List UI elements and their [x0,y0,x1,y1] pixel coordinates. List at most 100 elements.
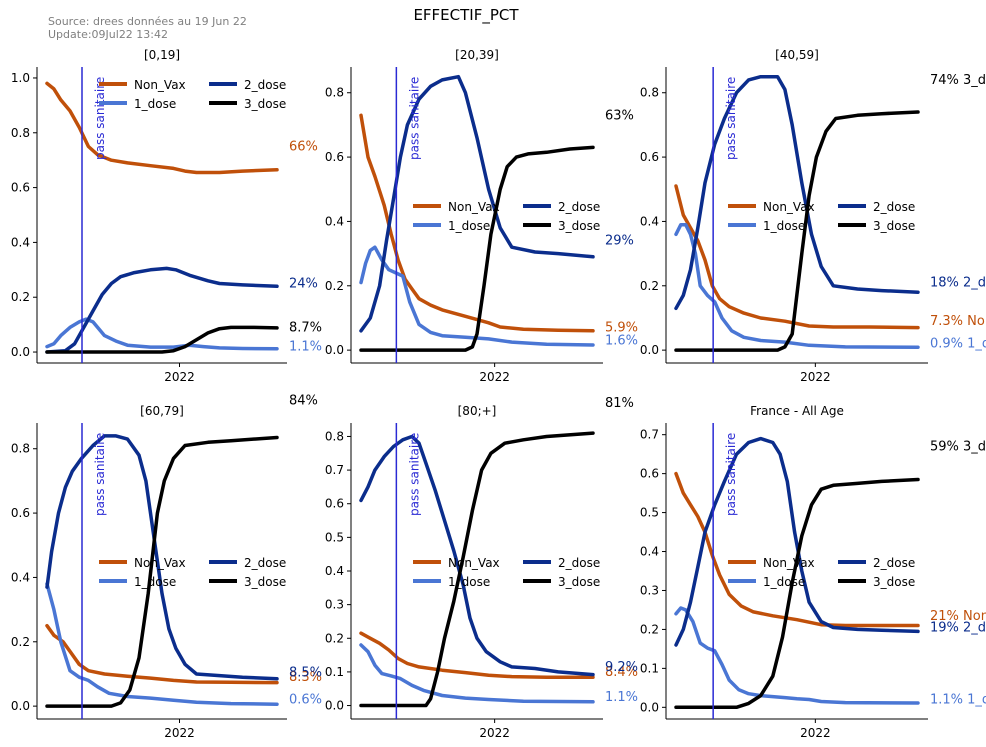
series-line-3-dose [359,145,595,352]
end-value-label: 0.6% [289,693,322,708]
legend: Non_Vax 1_dose 2_dose 3_dose [99,556,286,589]
legend-label: 2_dose [244,556,286,570]
end-value-label: 9.2% [605,660,638,675]
subplot-title: [60,79] [140,404,184,418]
y-tick-label: 0.4 [325,564,344,578]
legend-label: 1_dose [448,575,490,589]
y-tick-label: 0.2 [325,631,344,645]
subplot-title: [0,19] [144,48,180,62]
series-line-2-dose [45,434,279,681]
subplot-4: [60,79] 0.0 0.2 0.4 0.6 0.8 2022 pass sanitaire… [11,393,322,740]
y-tick-label: 0.6 [325,497,344,511]
subplot-title: France - All Age [750,404,844,418]
legend: Non_Vax 1_dose 2_dose 3_dose [413,556,600,589]
end-value-label: 84% [289,393,318,408]
legend-label: 3_dose [558,575,600,589]
series-line-non-vax [45,623,279,685]
end-value-label: 59% 3_d [930,439,986,454]
y-tick-label: 0.2 [325,279,344,293]
legend-label: 1_dose [763,575,805,589]
pass-sanitaire-label: pass sanitaire [407,433,421,516]
series-line-3-dose [674,110,920,352]
legend-label: 1_dose [448,219,490,233]
end-value-label: 21% Non [930,609,986,624]
end-value-label: 1.1% [605,690,638,705]
y-tick-label: 0.2 [11,290,30,304]
subplot-title: [40,59] [775,48,819,62]
end-value-label: 1.1% [289,340,322,355]
legend-label: 2_dose [558,556,600,570]
series-line-3-dose [45,325,279,354]
end-value-label: 8.4% [605,665,638,680]
y-tick-label: 0.4 [640,214,659,228]
legend-label: 3_dose [244,575,286,589]
end-value-label: 8.3% [289,670,322,685]
end-value-label: 24% [289,277,318,292]
series-line-1-dose [45,582,279,706]
end-value-label: 8.5% [289,665,322,680]
y-tick-label: 0.6 [640,467,659,481]
series-line-2-dose [359,74,595,333]
y-tick-label: 0.6 [325,150,344,164]
pass-sanitaire-label: pass sanitaire [724,77,738,160]
series-line-1-dose [45,317,279,351]
end-value-label: 1.1% 1_d [930,693,986,708]
x-tick-label: 2022 [164,370,195,384]
legend-label: 3_dose [244,97,286,111]
subplot-1: [0,19] 0.0 0.2 0.4 0.6 0.8 1.0 2022 pass sanitai… [11,48,322,384]
series-line-1-dose [674,606,920,705]
y-tick-label: 0.4 [640,545,659,559]
series-line-non-vax [359,631,595,680]
source-line-1: Source: drees données au 19 Jun 22 [48,15,247,28]
end-value-label: 81% [605,396,634,411]
y-tick-label: 0.6 [640,150,659,164]
series-line-non-vax [674,184,920,330]
series-line-2-dose [359,434,595,677]
series-line-1-dose [359,643,595,704]
y-tick-label: 0.8 [11,442,30,456]
legend: Non_Vax 1_dose 2_dose 3_dose [413,200,600,233]
x-tick-label: 2022 [479,370,510,384]
legend-label: Non_Vax [763,556,815,570]
subplot-5: [80;+] 0.0 0.1 0.2 0.3 0.4 0.5 0.6 0.7 0.8 2022 pas… [325,396,638,740]
series-line-3-dose [359,431,595,708]
y-tick-label: 0.6 [11,506,30,520]
series-line-1-dose [359,245,595,347]
figure-title: EFFECTIF_PCT [413,6,519,25]
series-line-non-vax [45,81,279,175]
legend-label: 1_dose [134,575,176,589]
x-tick-label: 2022 [800,726,831,740]
legend: Non_Vax 1_dose 2_dose 3_dose [728,200,915,233]
end-value-label: 1.6% [605,333,638,348]
pass-sanitaire-label: pass sanitaire [724,433,738,516]
pass-sanitaire-label: pass sanitaire [93,433,107,516]
y-tick-label: 1.0 [11,71,30,85]
y-tick-label: 0.4 [11,570,30,584]
source-line-2: Update:09Jul22 13:42 [48,28,168,41]
legend-label: 2_dose [873,556,915,570]
pass-sanitaire-label: pass sanitaire [93,77,107,160]
subplot-6: France - All Age 0.0 0.1 0.2 0.3 0.4 0.5 0.6 0.7… [640,404,986,740]
y-tick-label: 0.5 [640,506,659,520]
end-value-label: 29% [605,234,634,249]
y-tick-label: 0.2 [640,622,659,636]
series-line-non-vax [359,113,595,333]
y-tick-label: 0.4 [325,214,344,228]
y-tick-label: 0.5 [325,530,344,544]
y-tick-label: 0.0 [11,699,30,713]
end-value-label: 63% [605,108,634,123]
end-value-label: 66% [289,139,318,154]
legend-label: 3_dose [873,575,915,589]
series-line-2-dose [674,74,920,311]
y-tick-label: 0.3 [325,598,344,612]
y-tick-label: 0.2 [640,279,659,293]
legend-label: 1_dose [763,219,805,233]
legend-label: Non_Vax [134,78,186,92]
x-tick-label: 2022 [164,726,195,740]
series-line-non-vax [674,471,920,628]
end-value-label: 19% 2_d [930,620,986,635]
pass-sanitaire-label: pass sanitaire [407,77,421,160]
y-tick-label: 0.7 [325,463,344,477]
y-tick-label: 0.6 [11,181,30,195]
legend-label: 2_dose [873,200,915,214]
